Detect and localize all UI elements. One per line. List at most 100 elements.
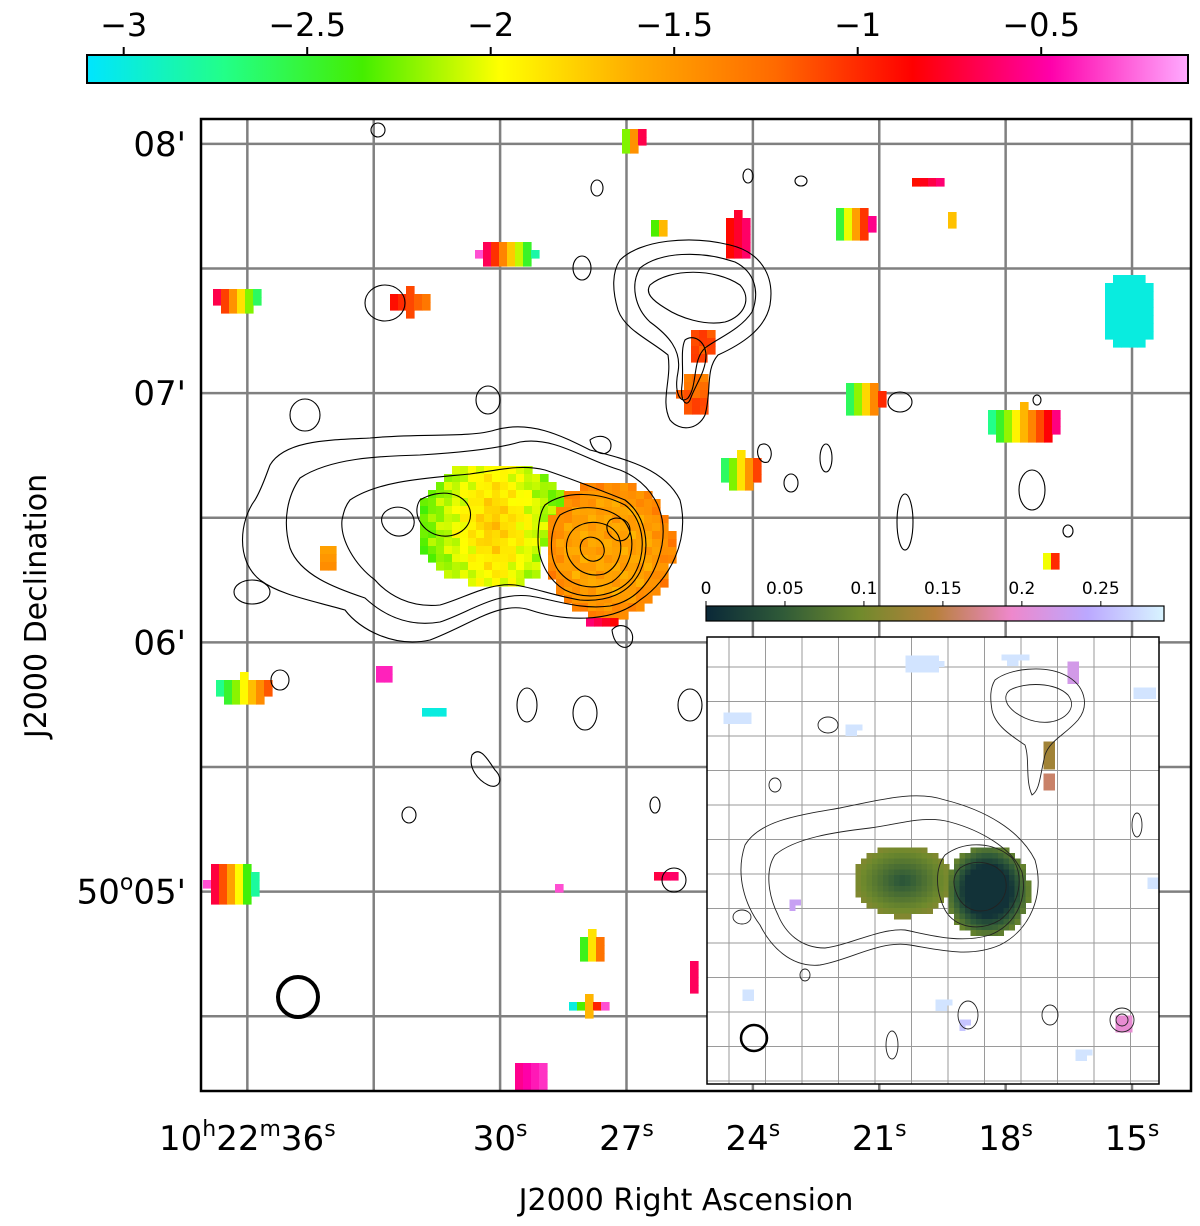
spectral-pixel [868, 224, 877, 233]
inset-error-pixel [970, 858, 977, 865]
spectral-pixel [398, 302, 407, 311]
spectral-pixel [1129, 331, 1138, 340]
inset-error-pixel [976, 891, 982, 898]
radio-contours [233, 122, 1074, 893]
inset-error-pixel [723, 718, 730, 724]
spectral-pixel [596, 507, 605, 516]
spectral-pixel [460, 490, 469, 499]
inset-error-pixel [1115, 1021, 1122, 1027]
spectral-pixel [870, 407, 879, 416]
inset-error-pixel [1025, 880, 1032, 887]
inset-error-pixel [877, 902, 884, 909]
spectral-pixel [604, 483, 613, 492]
spectral-pixel [572, 499, 581, 508]
spectral-pixel [604, 515, 613, 524]
inset-error-pixel [921, 875, 928, 881]
spectral-pixel [1145, 291, 1154, 300]
inset-error-pixel [970, 924, 977, 931]
inset-error-pixel [883, 897, 889, 903]
inset-error-pixel [981, 891, 988, 898]
spectral-pixel [532, 474, 541, 483]
inset-error-map [723, 654, 1159, 1061]
spectral-pixel [699, 338, 708, 347]
spectral-pixel [700, 374, 709, 383]
inset-error-pixel [998, 913, 1004, 920]
contour-north-1 [613, 239, 772, 429]
inset-error-pixel [1014, 875, 1021, 881]
spectral-pixel [580, 507, 589, 516]
spectral-pixel [406, 294, 415, 303]
contour-west-2 [381, 506, 415, 537]
spectral-pixel [620, 579, 629, 588]
spectral-pixel [1145, 283, 1154, 292]
spectral-pixel [622, 145, 631, 154]
inset-error-pixel [981, 913, 988, 920]
inset-error-pixel [987, 930, 993, 936]
spectral-pixel [726, 218, 735, 227]
spectral-pixel [1052, 418, 1061, 427]
spectral-pixel [620, 483, 629, 492]
contour-blob [757, 443, 772, 463]
spectral-pixel [1113, 315, 1122, 324]
inset-error-pixel [970, 880, 977, 887]
spectral-pixel [636, 539, 645, 548]
inset-error-pixel [888, 897, 895, 903]
spectral-pixel [628, 523, 637, 532]
inset-error-pixel [899, 908, 906, 914]
inset-error-pixel [905, 891, 911, 898]
spectral-pixel [556, 571, 565, 580]
inset-error-pixel [959, 913, 966, 920]
spectral-pixel [516, 490, 525, 499]
spectral-pixel [691, 338, 700, 347]
inset-error-pixel [1009, 919, 1015, 925]
spectral-pixel [523, 258, 532, 267]
spectral-pixel [476, 514, 485, 523]
spectral-pixel [652, 579, 661, 588]
spectral-pixel [540, 530, 549, 539]
spectral-pixel [320, 562, 329, 571]
inset-error-pixel [866, 853, 873, 859]
spectral-pixel [1129, 339, 1138, 348]
spectral-pixel [524, 498, 533, 507]
spectral-pixel [854, 407, 863, 416]
inset-error-pixel [916, 853, 922, 859]
spectral-pixel [1121, 299, 1130, 308]
inset-error-pixel [998, 897, 1004, 903]
inset-error-pixel [927, 853, 933, 859]
spectral-pixel [596, 523, 605, 532]
spectral-pixel [564, 555, 573, 564]
spectral-pixel [219, 864, 228, 873]
inset-error-pixel [888, 853, 895, 859]
inset-error-pixel [998, 853, 1004, 859]
spectral-pixel [460, 514, 469, 523]
inset-error-pixel [965, 875, 971, 881]
inset-error-pixel [932, 864, 939, 870]
spectral-pixel [444, 554, 453, 563]
spectral-pixel [572, 491, 581, 500]
spectral-pixel [500, 490, 509, 499]
spectral-pixel [700, 390, 709, 399]
inset-error-pixel [981, 858, 988, 865]
spectral-pixel [428, 506, 437, 515]
inset-error-pixel [866, 902, 873, 909]
spectral-pixel [406, 286, 415, 295]
inset-error-pixel [899, 853, 906, 859]
spectral-pixel [232, 688, 241, 697]
inset-colorbar-tick-label: 0.2 [1008, 579, 1035, 599]
spectral-pixel [211, 888, 220, 897]
spectral-pixel [644, 507, 653, 516]
spectral-pixel [508, 474, 517, 483]
inset-error-pixel [981, 864, 988, 870]
inset-error-pixel [877, 891, 884, 898]
inset-error-pixel [916, 880, 922, 887]
inset-error-pixel [1073, 661, 1079, 668]
colorbar-bar [86, 54, 1189, 84]
inset-error-pixel [948, 891, 955, 898]
spectral-pixel [237, 305, 246, 314]
spectral-pixel [659, 220, 668, 229]
spectral-pixel [878, 399, 887, 408]
spectral-pixel [585, 1010, 594, 1019]
spectral-pixel [707, 338, 716, 347]
spectral-pixel [476, 570, 485, 579]
inset-error-pixel [965, 919, 971, 925]
